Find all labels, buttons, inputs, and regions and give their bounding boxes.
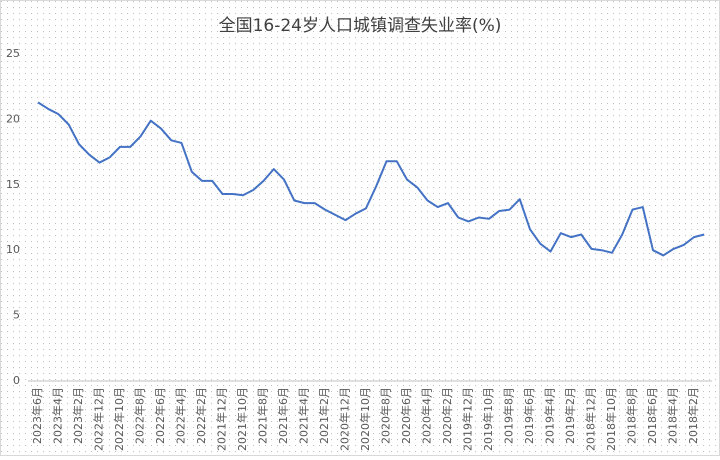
x-tick-label: 2021年4月 — [297, 387, 311, 444]
x-tick-label: 2020年12月 — [338, 387, 352, 451]
x-tick-label: 2021年8月 — [256, 387, 270, 444]
x-tick-label: 2023年6月 — [30, 387, 44, 444]
y-tick-label: 25 — [6, 47, 20, 60]
x-tick-label: 2020年10月 — [358, 387, 372, 451]
x-tick-label: 2023年4月 — [51, 387, 65, 444]
x-tick-label: 2021年2月 — [317, 387, 331, 444]
y-tick-label: 20 — [6, 112, 20, 125]
x-tick-label: 2019年6月 — [522, 387, 536, 444]
x-tick-label: 2018年6月 — [645, 387, 659, 444]
x-tick-label: 2018年2月 — [686, 387, 700, 444]
x-tick-label: 2019年4月 — [543, 387, 557, 444]
x-tick-label: 2022年8月 — [133, 387, 147, 444]
x-tick-label: 2018年12月 — [584, 387, 598, 451]
y-tick-label: 15 — [6, 178, 20, 191]
x-tick-label: 2022年4月 — [174, 387, 188, 444]
x-tick-label: 2018年8月 — [625, 387, 639, 444]
x-tick-label: 2021年12月 — [215, 387, 229, 451]
x-tick-label: 2022年10月 — [112, 387, 126, 451]
x-tick-label: 2022年6月 — [153, 387, 167, 444]
y-tick-label: 0 — [13, 374, 20, 387]
x-tick-label: 2020年4月 — [420, 387, 434, 444]
x-tick-label: 2020年2月 — [440, 387, 454, 444]
line — [37, 101, 705, 257]
x-tick-label: 2022年12月 — [92, 387, 106, 451]
x-tick-label: 2019年10月 — [481, 387, 495, 451]
y-tick-label: 5 — [13, 309, 20, 322]
x-tick-label: 2019年12月 — [461, 387, 475, 451]
x-tick-label: 2021年10月 — [235, 387, 249, 451]
x-tick-label: 2023年2月 — [71, 387, 85, 444]
x-tick-label: 2021年6月 — [276, 387, 290, 444]
x-tick-label: 2019年8月 — [502, 387, 516, 444]
chart-title: 全国16-24岁人口城镇调查失业率(%) — [219, 16, 502, 36]
x-tick-label: 2018年10月 — [604, 387, 618, 451]
x-tick-label: 2018年4月 — [666, 387, 680, 444]
x-tick-label: 2022年2月 — [194, 387, 208, 444]
y-tick-label: 10 — [6, 243, 20, 256]
x-tick-label: 2020年8月 — [379, 387, 393, 444]
x-tick-label: 2019年2月 — [563, 387, 577, 444]
x-tick-label: 2020年6月 — [399, 387, 413, 444]
